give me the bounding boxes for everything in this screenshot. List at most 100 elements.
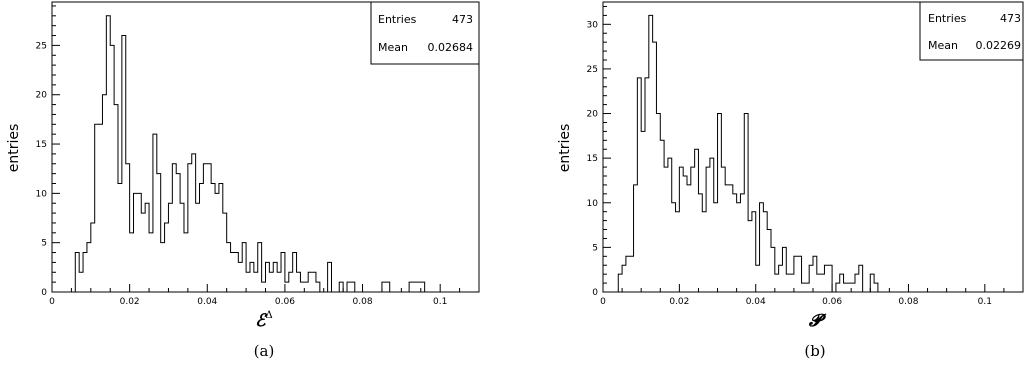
histogram-bin <box>641 131 645 292</box>
histogram-bin <box>106 16 110 292</box>
histogram-bin <box>672 203 676 292</box>
histogram-bin <box>289 272 293 292</box>
histogram-bin <box>149 233 153 292</box>
y-tick-label: 5 <box>41 239 47 249</box>
histogram-bin <box>771 247 775 292</box>
histogram-bin <box>668 158 672 292</box>
histogram-bin <box>851 283 855 292</box>
y-tick-label: 30 <box>587 20 599 30</box>
x-tick-label: 0.04 <box>197 297 217 307</box>
histogram-bin <box>157 174 161 292</box>
histogram-bin <box>118 183 122 292</box>
histogram-bin <box>676 212 680 292</box>
histogram-bin <box>630 256 634 292</box>
y-tick-label: 15 <box>36 140 47 150</box>
histogram-bin <box>802 283 806 292</box>
histogram-bin <box>828 265 832 292</box>
histogram-bin <box>312 272 316 292</box>
histogram-bin <box>200 183 204 292</box>
histogram-bin <box>196 203 200 292</box>
histogram-bin <box>165 223 169 292</box>
histogram-bin <box>79 272 83 292</box>
y-axis-label: entries <box>6 124 22 173</box>
histogram-bin <box>130 233 134 292</box>
histogram-bin <box>653 42 657 292</box>
histogram-bin <box>637 78 641 292</box>
histogram-bin <box>297 272 301 292</box>
stats-mean-value: 0.02269 <box>976 39 1022 52</box>
histogram-bin <box>737 203 741 292</box>
histogram-bin <box>752 212 756 292</box>
stats-box: Entries 473 Mean 0.02684 <box>370 1 480 65</box>
histogram-bin <box>413 282 417 292</box>
y-tick-label: 0 <box>41 288 47 298</box>
histogram-bin <box>250 262 254 292</box>
histogram-bin <box>246 272 250 292</box>
histogram-bin <box>161 243 165 292</box>
histogram-bin <box>258 243 262 292</box>
histogram-bin <box>706 167 710 292</box>
histogram-bin <box>725 185 729 292</box>
x-axis-label: 𝓟 <box>809 311 827 331</box>
histogram-bin <box>227 243 231 292</box>
x-tick-label: 0.08 <box>898 297 918 307</box>
histogram-bin <box>293 253 297 292</box>
histogram-bin <box>87 243 91 292</box>
histogram-bin <box>767 230 771 292</box>
svg-text:ℰΔ: ℰΔ <box>255 310 273 331</box>
histogram-bin <box>844 283 848 292</box>
histogram-bin <box>702 212 706 292</box>
histogram-bin <box>660 140 664 292</box>
histogram-bin <box>281 253 285 292</box>
histogram-bin <box>145 203 149 292</box>
histogram-bin <box>756 265 760 292</box>
histogram-bin <box>153 134 157 292</box>
histogram-bin <box>188 164 192 292</box>
histogram-bin <box>618 274 622 292</box>
histogram-bin <box>626 256 630 292</box>
x-tick-label: 0.02 <box>120 297 140 307</box>
y-tick-label: 25 <box>587 65 598 75</box>
histogram-bin <box>836 283 840 292</box>
histogram-bin <box>656 114 660 292</box>
histogram-bin <box>763 212 767 292</box>
stats-entries-value: 473 <box>1000 12 1021 25</box>
histogram-bin <box>859 265 863 292</box>
histogram-bin <box>855 274 859 292</box>
histogram-bin <box>254 272 258 292</box>
histogram-bin <box>328 262 332 292</box>
histogram-bin <box>821 274 825 292</box>
stats-box: Entries 473 Mean 0.02269 <box>919 1 1024 61</box>
figure-caption-b: (b) <box>804 342 825 360</box>
histogram-bin <box>347 282 351 292</box>
histogram-bin <box>798 256 802 292</box>
histogram-bin <box>137 193 141 292</box>
histogram-bin <box>316 282 320 292</box>
histogram-bin <box>782 247 786 292</box>
histogram-bin <box>645 78 649 292</box>
histogram-bin <box>192 154 196 292</box>
y-axis-label: entries <box>557 124 573 173</box>
y-tick-label: 20 <box>36 91 48 101</box>
x-tick-label: 0 <box>49 297 55 307</box>
histogram-bin <box>285 282 289 292</box>
histogram-bin <box>824 265 828 292</box>
histogram-bin <box>269 272 273 292</box>
histogram-bin <box>786 274 790 292</box>
histogram-bin <box>409 282 413 292</box>
x-tick-label: 0.1 <box>433 297 447 307</box>
stats-mean-value: 0.02684 <box>428 41 474 54</box>
histogram-bin <box>805 283 809 292</box>
x-tick-label: 0.02 <box>669 297 689 307</box>
histogram-bin <box>126 164 130 292</box>
y-tick-label: 25 <box>36 41 47 51</box>
histogram-bin <box>691 167 695 292</box>
histogram-bin <box>382 282 386 292</box>
histogram-bin <box>695 149 699 292</box>
histogram-bin <box>870 274 874 292</box>
histogram-panel-b: entries 0 0.02 0.04 0.06 0.08 0.1 0 5 10 15 20 25 30… <box>557 1 1024 360</box>
x-tick-label: 0.08 <box>353 297 373 307</box>
histogram-bin <box>794 256 798 292</box>
y-tick-label: 10 <box>587 199 599 209</box>
y-tick-label: 5 <box>592 243 598 253</box>
